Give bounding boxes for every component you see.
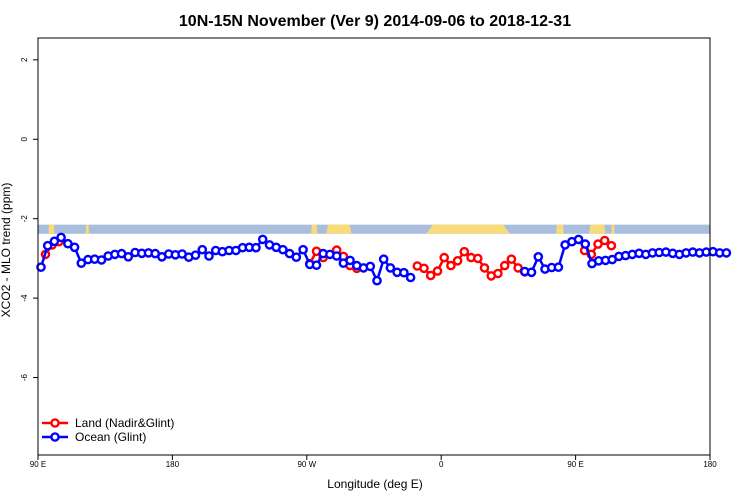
land-point	[439, 252, 450, 263]
map-band-land-3	[326, 224, 352, 234]
ocean-point	[399, 267, 409, 278]
ocean-point	[69, 242, 80, 253]
ocean-point	[197, 244, 208, 255]
y-tick-label: 0	[20, 136, 29, 141]
y-axis-label: XCO2 - MLO trend (ppm)	[0, 183, 13, 318]
ocean-point	[553, 262, 564, 273]
ocean-point	[123, 251, 134, 262]
y-tick-label: -4	[20, 294, 29, 302]
map-band-land-1	[85, 224, 89, 234]
x-tick-label: 180	[703, 460, 717, 469]
y-axis: 2 0 -2 -4 -6	[20, 57, 38, 381]
ocean-point	[311, 260, 322, 271]
land-point	[606, 240, 617, 251]
ocean-point	[251, 242, 261, 253]
land-point	[472, 253, 483, 264]
ocean-point	[278, 244, 288, 255]
ocean-point	[385, 263, 396, 273]
land-point	[425, 270, 436, 281]
x-tick-label: 90 W	[297, 460, 316, 469]
ocean-point	[49, 236, 60, 247]
ocean-point	[257, 234, 268, 245]
ocean-point	[56, 232, 66, 243]
legend-land-label: Land (Nadir&Glint)	[75, 416, 174, 430]
legend-ocean-label: Ocean (Glint)	[75, 430, 146, 444]
land-point	[432, 266, 443, 276]
land-point	[506, 254, 517, 265]
y-tick-label: -6	[20, 373, 29, 381]
land-point	[493, 268, 503, 279]
series-layer	[36, 232, 732, 286]
land-point	[499, 260, 510, 271]
y-tick-label: -2	[20, 215, 29, 223]
map-band-land-5	[556, 224, 564, 234]
ocean-point	[365, 261, 376, 272]
ocean-point	[36, 262, 46, 273]
land-point	[479, 263, 490, 273]
map-band	[38, 224, 710, 234]
y-tick-label: 2	[20, 57, 29, 62]
land-point	[419, 263, 429, 274]
land-point	[459, 246, 470, 257]
ocean-point	[190, 250, 201, 260]
map-band-land-4	[426, 224, 510, 234]
ocean-point	[533, 251, 544, 262]
land-point	[599, 235, 610, 246]
plot-frame	[37, 37, 711, 456]
ocean-point	[345, 255, 355, 266]
ocean-point	[331, 251, 342, 261]
legend: Land (Nadir&Glint)Ocean (Glint)	[42, 416, 174, 444]
legend-land-marker	[50, 418, 60, 428]
land-point	[446, 260, 456, 271]
land-point	[452, 255, 463, 266]
x-tick-label: 90 E	[567, 460, 583, 469]
ocean-point	[378, 254, 389, 265]
map-band-land-6	[589, 224, 606, 234]
ocean-point	[721, 248, 732, 258]
legend-ocean-marker	[50, 432, 60, 442]
map-band-ocean	[38, 224, 710, 234]
map-band-land-7	[611, 224, 615, 234]
x-tick-label: 90 E	[30, 460, 46, 469]
ocean-point	[96, 255, 107, 265]
chart-title: 10N-15N November (Ver 9) 2014-09-06 to 2…	[179, 13, 571, 30]
ocean-point	[573, 234, 584, 245]
ocean-point	[291, 252, 302, 263]
x-axis: 90 E 180 90 W 0 90 E 180	[30, 455, 717, 469]
ocean-point	[580, 239, 591, 249]
ocean-point	[405, 272, 416, 283]
ocean-point	[42, 240, 53, 251]
x-tick-label: 180	[166, 460, 180, 469]
ocean-point	[526, 267, 537, 278]
map-band-land-0	[48, 224, 55, 234]
x-axis-label: Longitude (deg E)	[327, 477, 422, 491]
ocean-point	[298, 244, 308, 255]
ocean-point	[204, 251, 214, 261]
ocean-point	[372, 275, 382, 286]
map-band-land-2	[311, 224, 318, 234]
x-tick-label: 0	[439, 460, 444, 469]
